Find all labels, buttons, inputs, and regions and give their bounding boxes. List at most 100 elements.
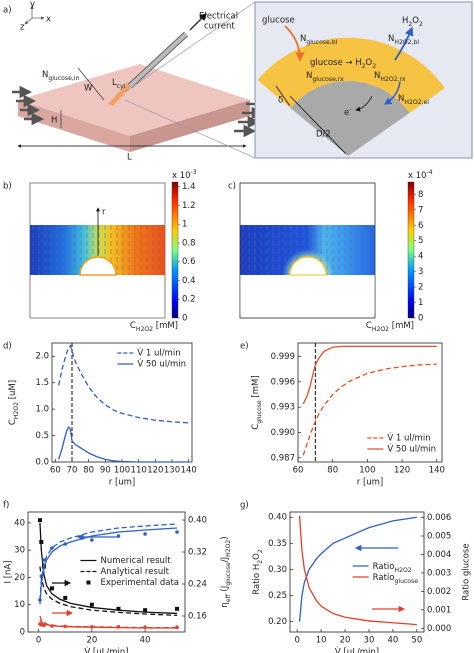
panel-label: f): [3, 501, 9, 511]
panel-label: g): [240, 501, 249, 511]
y-tick-label: 0.5: [35, 431, 49, 441]
marker: [39, 574, 44, 578]
text-part: Ratio H: [252, 564, 262, 595]
x-axis-label: r [um]: [357, 478, 384, 488]
y-axis-label: Ratio H2O2: [252, 549, 264, 595]
x-tick-label: 80: [83, 466, 94, 476]
marker: [86, 580, 91, 585]
text-part: H2O2: [225, 540, 232, 557]
x-tick-label: 60: [50, 466, 61, 476]
marker: [175, 625, 179, 629]
schematic-label: H2O2: [402, 16, 423, 28]
text-part: ): [220, 536, 230, 539]
series-line: [58, 425, 189, 463]
text-part: C: [130, 321, 136, 331]
colorbar-label: CH2O2 [mM]: [130, 321, 178, 333]
marker: [90, 625, 94, 629]
legend-label: V̇ 1 ul/min: [137, 347, 180, 359]
marker: [49, 586, 54, 591]
text-part: H2O2: [13, 402, 20, 419]
x-tick-label: 40: [140, 636, 151, 646]
x-tick-label: 130: [164, 466, 180, 476]
colorbar-tick-label: 0: [418, 314, 423, 324]
schematic-label: z: [20, 23, 25, 33]
text-part: L: [112, 78, 117, 88]
schematic-label: NH2O2,rx: [374, 71, 406, 83]
y-tick-label: 20: [14, 573, 25, 583]
text-part: glucose,in: [48, 75, 79, 82]
y-axis-label: CH2O2 [uM]: [8, 380, 20, 425]
x-tick-label: 10: [316, 636, 327, 646]
colorbar-tick-label: 8: [418, 190, 423, 200]
marker: [42, 558, 46, 562]
x-tick-label: 120: [394, 466, 410, 476]
text-part: e: [344, 108, 349, 118]
schematic-label: Nglucose,bl: [300, 34, 338, 46]
series-line: [298, 516, 417, 622]
marker: [175, 606, 180, 611]
x-tick-label: 40: [387, 636, 398, 646]
text-part: 2: [408, 21, 412, 28]
text-part: H2O2,el: [404, 99, 429, 106]
marker: [63, 595, 68, 600]
text-part: N: [42, 70, 48, 80]
marker: [143, 625, 147, 629]
plot-frame: [289, 511, 425, 633]
text-part: Ratio: [373, 562, 395, 572]
schematic: [12, 1, 473, 159]
x-axis-label: r [um]: [109, 478, 136, 488]
colorbar-tick-label: 6: [418, 221, 423, 231]
y-tick-label: 0: [20, 628, 25, 638]
y-tick-label: 40: [14, 518, 25, 528]
text-part: -: [349, 106, 351, 113]
y2-axis-label: Ratio glucose: [462, 543, 472, 600]
y2-tick-label: 0.005: [427, 532, 451, 542]
schematic-label: W: [84, 84, 93, 94]
text-part: [uM]: [8, 380, 18, 402]
schematic-label: D/2: [316, 130, 331, 140]
legend-label: V̇ 1 ul/min: [387, 432, 430, 444]
heatmaps: [29, 181, 415, 319]
y-tick-label: 0.20: [268, 617, 287, 627]
text-part: H2O2,rx: [380, 76, 405, 83]
schematic-label: δ: [278, 96, 283, 106]
schematic-label: Lcyl: [112, 78, 126, 90]
x-tick-label: 120: [147, 466, 163, 476]
text-part: glucose,rx: [312, 76, 344, 83]
marker: [89, 602, 94, 607]
schematic-label: glucose → H2O2: [310, 58, 376, 70]
x-tick-label: 0: [294, 636, 299, 646]
text-part: /J: [220, 557, 230, 562]
y2-tick-label: 0.006: [427, 513, 451, 523]
text-part: O: [365, 58, 372, 68]
marker: [50, 624, 54, 628]
marker: [116, 625, 121, 629]
text-part: C: [8, 419, 18, 425]
schematic-label: glucose: [262, 16, 295, 26]
x-tick-label: 50: [411, 636, 422, 646]
text-part: H2O2: [395, 567, 412, 574]
colorbar-tick-label: 0.2: [182, 295, 196, 305]
colorbar-label: CH2O2 [mM]: [366, 321, 414, 333]
text-part: N: [306, 71, 312, 81]
text-part: O: [412, 16, 419, 26]
text-part: -4: [427, 169, 433, 176]
schematic-label: NH2O2,bl: [388, 34, 419, 46]
text-part: -3: [191, 169, 197, 176]
y-tick-label: 0.999: [271, 352, 295, 362]
y2-tick-label: 0.24: [188, 580, 207, 590]
y2-tick-label: 0.40: [188, 516, 207, 526]
series-line: [302, 345, 437, 405]
x-tick-label: 70: [67, 466, 78, 476]
text-part: glucose → H: [310, 58, 362, 68]
text-part: [mM]: [251, 375, 261, 400]
x-tick-label: 20: [340, 636, 351, 646]
text-part: N: [398, 94, 404, 104]
schematic-label: H: [51, 116, 57, 126]
schematic-label: Nglucose,rx: [306, 71, 344, 83]
text-part: η: [220, 602, 230, 607]
marker: [175, 530, 179, 534]
legend-label: V̇ 50 ul/min: [137, 358, 186, 370]
